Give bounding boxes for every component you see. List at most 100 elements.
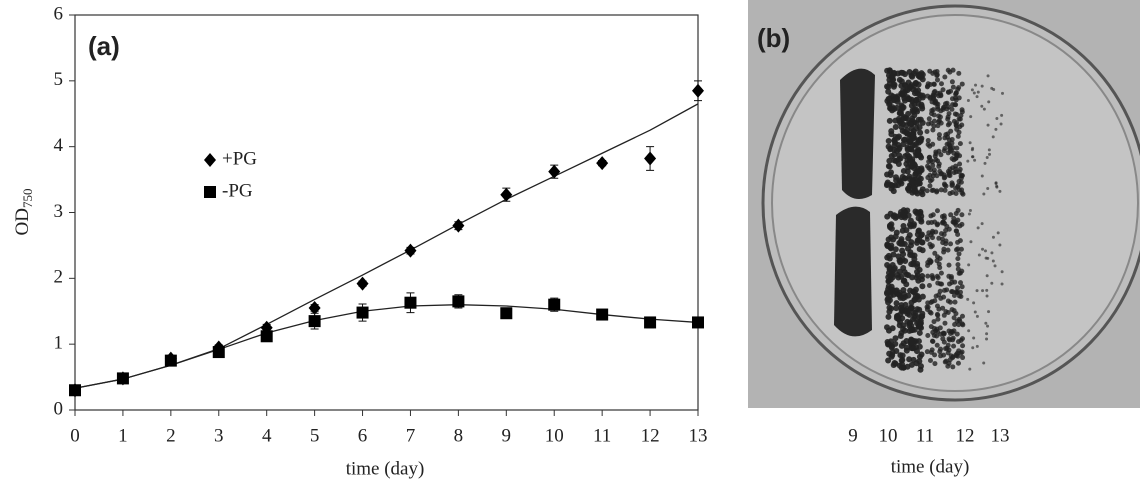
- colony: [895, 274, 902, 281]
- colony: [983, 161, 987, 165]
- point: [404, 243, 417, 258]
- colony: [904, 168, 911, 175]
- colony: [973, 158, 977, 162]
- colony: [928, 349, 934, 355]
- y-tick-label: 1: [54, 333, 64, 354]
- colony: [976, 226, 980, 230]
- colony: [950, 364, 956, 370]
- colony: [888, 128, 895, 135]
- x-axis-title: time (day): [346, 458, 425, 479]
- colony: [932, 88, 938, 94]
- colony: [918, 188, 925, 195]
- colony: [983, 249, 987, 253]
- colony: [916, 139, 923, 146]
- colony: [907, 304, 914, 311]
- colony: [917, 363, 924, 370]
- colony: [887, 222, 894, 229]
- x-tick-label: 0: [70, 425, 80, 446]
- plate-label: 12: [956, 425, 975, 446]
- y-tick-label: 3: [54, 201, 64, 222]
- colony: [917, 129, 924, 136]
- colony: [959, 212, 965, 218]
- colony: [934, 303, 940, 309]
- colony: [887, 172, 894, 179]
- colony: [955, 262, 961, 268]
- colony: [966, 99, 970, 103]
- colony: [980, 222, 984, 226]
- colony: [887, 146, 894, 153]
- colony: [976, 90, 980, 94]
- x-tick-label: 2: [166, 425, 176, 446]
- colony: [987, 100, 991, 104]
- colony: [952, 299, 958, 305]
- colony: [930, 127, 936, 133]
- colony: [899, 91, 906, 98]
- colony: [942, 74, 948, 80]
- colony: [984, 321, 988, 325]
- colony: [891, 265, 898, 272]
- colony: [957, 318, 963, 324]
- colony: [991, 235, 995, 239]
- x-tick-label: 8: [454, 425, 464, 446]
- colony: [910, 309, 917, 316]
- point: [548, 298, 561, 311]
- colony: [908, 327, 915, 334]
- colony: [934, 342, 940, 348]
- colony: [946, 336, 952, 342]
- colony: [949, 189, 955, 195]
- colony: [927, 95, 933, 101]
- colony: [908, 102, 915, 109]
- plate-label: 13: [991, 425, 1010, 446]
- colony: [888, 271, 895, 278]
- colony: [910, 337, 917, 344]
- colony: [946, 111, 952, 117]
- colony: [959, 187, 965, 193]
- colony: [990, 251, 994, 255]
- colony: [951, 215, 957, 221]
- colony: [884, 213, 891, 220]
- colony: [985, 332, 989, 336]
- colony: [940, 240, 946, 246]
- colony: [935, 221, 941, 227]
- colony: [929, 159, 935, 165]
- colony: [934, 273, 940, 279]
- colony: [966, 297, 970, 301]
- colony: [929, 235, 935, 241]
- colony: [972, 301, 976, 305]
- colony: [900, 223, 907, 230]
- colony: [985, 337, 989, 341]
- colony: [951, 315, 957, 321]
- colony: [996, 231, 1000, 235]
- colony: [893, 177, 900, 184]
- colony: [904, 94, 911, 101]
- colony: [892, 133, 899, 140]
- colony: [930, 107, 936, 113]
- x-tick-label: 3: [214, 425, 224, 446]
- colony: [938, 81, 944, 87]
- point: [356, 276, 369, 291]
- colony: [885, 236, 892, 243]
- legend-label: +PG: [222, 148, 257, 169]
- colony: [975, 95, 979, 99]
- point: [212, 346, 225, 359]
- colony: [912, 293, 919, 300]
- point: [404, 296, 417, 309]
- colony: [892, 233, 899, 240]
- colony: [993, 264, 997, 268]
- colony: [933, 151, 939, 157]
- colony: [888, 185, 895, 192]
- colony: [915, 227, 922, 234]
- colony: [975, 289, 979, 293]
- colony: [944, 106, 950, 112]
- colony: [904, 144, 911, 151]
- colony: [985, 294, 989, 298]
- colony: [966, 159, 970, 163]
- colony: [994, 182, 998, 186]
- colony: [998, 189, 1002, 193]
- colony: [895, 70, 902, 77]
- colony: [927, 357, 933, 363]
- colony: [932, 298, 938, 304]
- colony: [908, 72, 915, 79]
- colony: [960, 343, 966, 349]
